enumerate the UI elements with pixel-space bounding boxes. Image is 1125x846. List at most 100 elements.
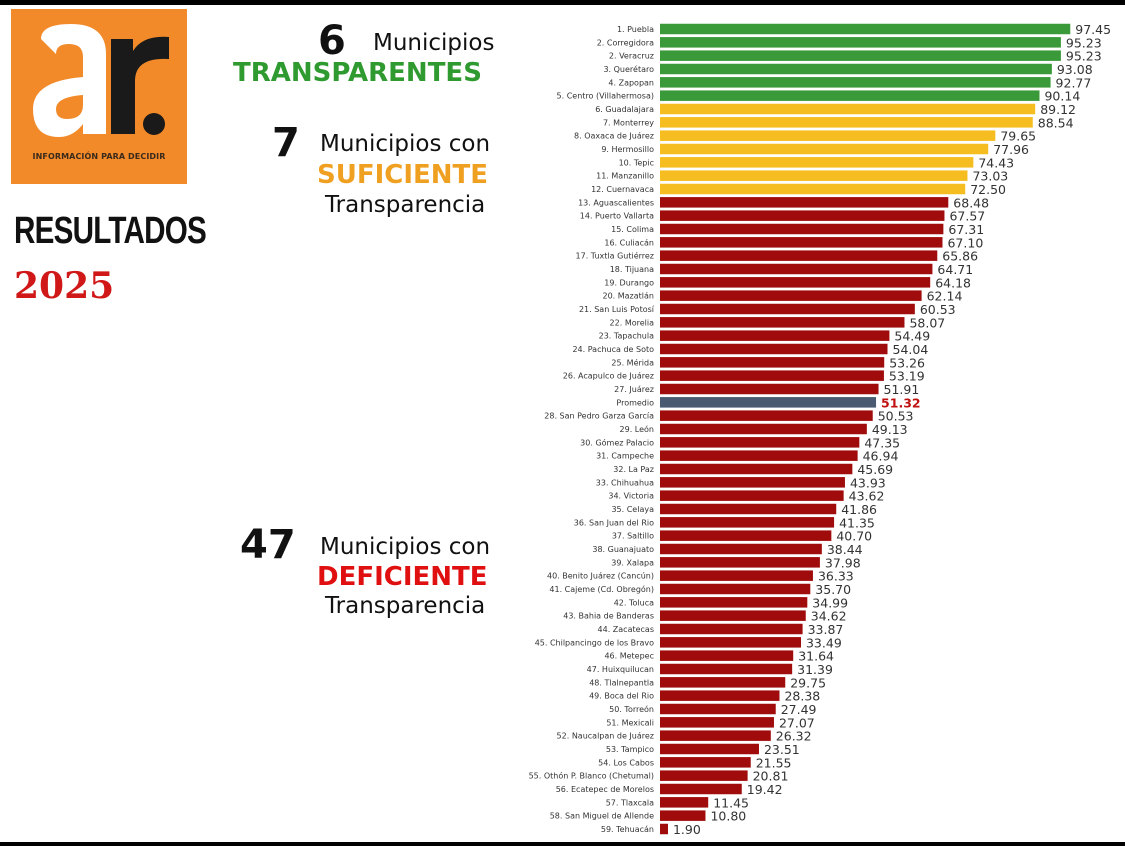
- category-label: 2. Corregidora: [597, 38, 654, 47]
- value-label: 34.99: [812, 595, 848, 610]
- category-label: 7. Monterrey: [603, 118, 654, 127]
- value-label: 67.10: [947, 235, 983, 250]
- value-label: 46.94: [863, 449, 899, 464]
- category-label: 49. Boca del Rio: [589, 692, 654, 701]
- value-label: 89.12: [1040, 102, 1076, 117]
- value-label: 33.49: [806, 635, 842, 650]
- category-label: 31. Campeche: [596, 452, 654, 461]
- value-label: 35.70: [815, 582, 851, 597]
- value-label: 79.65: [1000, 129, 1036, 144]
- value-label: 26.32: [776, 729, 812, 744]
- bar: [660, 397, 877, 408]
- category-label: 8. Oaxaca de Juárez: [574, 132, 654, 141]
- group-label-suficiente: Municipios con: [320, 131, 491, 157]
- value-label: 20.81: [753, 769, 789, 784]
- bar: [660, 23, 1071, 35]
- category-label: 32. La Paz: [613, 465, 654, 474]
- value-label: 41.35: [839, 515, 875, 530]
- value-label: 19.42: [747, 782, 783, 797]
- bar: [660, 823, 668, 835]
- value-label: 64.71: [937, 262, 973, 277]
- group-count-suficiente: 7: [272, 120, 300, 166]
- value-label: 73.03: [972, 169, 1008, 184]
- value-label: 90.14: [1044, 89, 1080, 104]
- category-label: Promedio: [616, 398, 654, 407]
- value-label: 93.08: [1057, 62, 1093, 77]
- logo: INFORMACIÓN PARA DECIDIR: [11, 9, 187, 184]
- bar: [660, 277, 931, 288]
- category-label: 30. Gómez Palacio: [580, 437, 654, 447]
- bar: [660, 423, 867, 435]
- bar: [660, 303, 915, 315]
- value-label: 72.50: [970, 182, 1006, 197]
- results-year: 2025: [14, 265, 115, 307]
- category-label: 45. Chilpancingo de los Bravo: [535, 638, 654, 647]
- category-label: 6. Guadalajara: [595, 105, 654, 114]
- group-category-suficiente: SUFICIENTE: [317, 160, 489, 190]
- bar: [660, 330, 890, 341]
- bar: [660, 703, 776, 715]
- category-label: 40. Benito Juárez (Cancún): [547, 572, 654, 581]
- category-label: 44. Zacatecas: [598, 625, 654, 634]
- value-label: 43.62: [849, 489, 885, 504]
- bar: [660, 77, 1051, 88]
- value-label: 62.14: [927, 289, 963, 304]
- bar: [660, 557, 820, 568]
- value-label: 95.23: [1066, 35, 1102, 50]
- bar: [660, 317, 905, 328]
- category-label: 22. Morelia: [610, 318, 655, 327]
- category-label: 24. Pachuca de Soto: [572, 345, 654, 354]
- bar: [660, 677, 786, 688]
- bar: [660, 170, 968, 181]
- category-label: 58. San Miguel de Allende: [550, 812, 654, 821]
- bar: [660, 543, 822, 555]
- bar: [660, 263, 933, 275]
- value-label: 1.90: [673, 822, 701, 837]
- group-label-deficiente: Municipios con: [320, 534, 491, 560]
- value-label: 74.43: [978, 155, 1014, 170]
- value-label: 33.87: [808, 622, 844, 637]
- value-label: 43.93: [850, 475, 886, 490]
- bar: [660, 583, 811, 595]
- bar: [660, 50, 1061, 61]
- category-label: 42. Toluca: [614, 598, 654, 607]
- category-label: 47. Huixquilucan: [587, 665, 654, 674]
- bar: [660, 157, 974, 168]
- category-label: 29. León: [620, 424, 654, 434]
- bar: [660, 197, 949, 208]
- category-label: 41. Cajeme (Cd. Obregón): [549, 584, 654, 594]
- results-title: RESULTADOS: [14, 210, 207, 252]
- category-label: 54. Los Cabos: [598, 758, 654, 767]
- bar: [660, 490, 844, 501]
- category-label: 53. Tampico: [606, 745, 654, 754]
- bar: [660, 290, 922, 301]
- value-label: 11.45: [713, 795, 749, 810]
- bar: [660, 437, 860, 448]
- value-label: 53.19: [889, 369, 925, 384]
- value-label: 28.38: [784, 689, 820, 704]
- value-label: 60.53: [920, 302, 956, 317]
- value-label: 29.75: [790, 675, 826, 690]
- category-label: 15. Colima: [611, 225, 654, 234]
- value-label: 68.48: [953, 195, 989, 210]
- category-label: 1. Puebla: [617, 25, 654, 34]
- logo-tagline: INFORMACIÓN PARA DECIDIR: [32, 152, 166, 161]
- group-suffix-deficiente: Transparencia: [325, 593, 486, 619]
- group-category-transparente: TRANSPARENTES: [233, 58, 482, 88]
- category-label: 43. Bahia de Banderas: [563, 612, 654, 621]
- bar: [660, 610, 806, 621]
- category-label: 59. Tehuacán: [601, 825, 654, 834]
- bar: [660, 637, 801, 648]
- value-label: 27.07: [779, 715, 815, 730]
- bar: [660, 797, 709, 808]
- category-label: 13. Aguascalientes: [578, 198, 654, 207]
- category-label: 5. Centro (Villahermosa): [557, 92, 654, 101]
- logo-mark: [33, 24, 169, 137]
- category-label: 11. Manzanillo: [596, 172, 654, 181]
- bar: [660, 37, 1061, 48]
- value-label: 10.80: [710, 809, 746, 824]
- category-label: 52. Naucalpan de Juárez: [557, 732, 654, 741]
- value-label: 31.64: [798, 649, 834, 664]
- bar: [660, 343, 888, 355]
- category-label: 36. San Juan del Rio: [574, 518, 654, 527]
